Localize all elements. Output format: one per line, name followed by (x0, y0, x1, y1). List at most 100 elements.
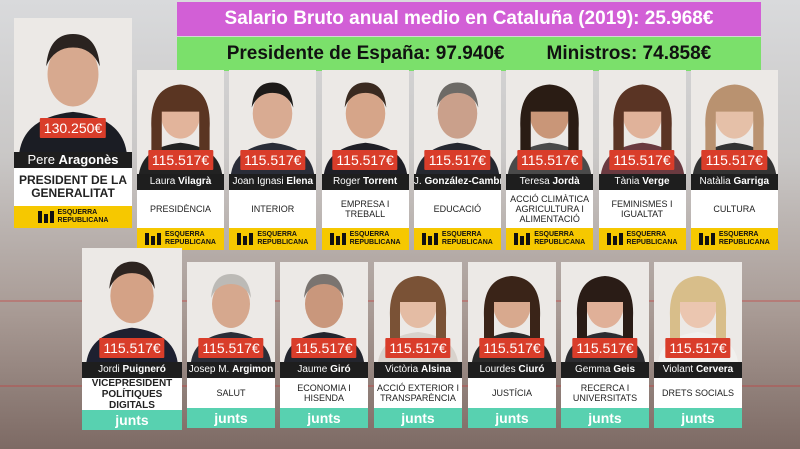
role-label: ACCIÓ EXTERIOR I TRANSPARÈNCIA (374, 378, 462, 408)
minister-card: 115.517€ Natàlia Garriga CULTURA ESQUERRA R… (690, 70, 778, 250)
minister-card: 115.517€ Roger Torrent EMPRESA I TREBALL E… (321, 70, 409, 250)
salary-badge: 115.517€ (665, 338, 731, 358)
minister-card: 115.517€ Josep M. Argimon SALUT junts (187, 262, 275, 428)
erc-logo-icon (421, 233, 438, 245)
party-badge-junts: junts (561, 408, 649, 428)
first-name: Jaume (297, 364, 331, 375)
name-bar: Victòria Alsina (374, 362, 462, 378)
minister-card: 115.517€ Violant Cervera DRETS SOCIALS junt… (654, 262, 742, 428)
role-label: PRESIDÈNCIA (137, 190, 224, 228)
comparison-banner: Presidente de España: 97.940€ Ministros:… (177, 37, 761, 71)
party-badge-junts: junts (187, 408, 275, 428)
role-label: RECERCA I UNIVERSITATS (561, 378, 649, 408)
name-bar: Pere Aragonès (14, 152, 132, 168)
role-label: EDUCACIÓ (413, 190, 501, 228)
salary-badge: 115.517€ (385, 338, 451, 358)
minister-card: 115.517€ Jordi Puigneró VICEPRESIDENT POLÍ… (82, 248, 182, 430)
first-name: Lourdes (479, 364, 519, 375)
last-name: Giró (330, 364, 351, 375)
salary-badge: 115.517€ (424, 150, 491, 170)
portrait-photo: 115.517€ (690, 70, 778, 174)
portrait-photo: 115.517€ (187, 262, 275, 362)
erc-logo-icon (329, 233, 346, 245)
name-bar: Lourdes Ciuró (468, 362, 556, 378)
party-name-line1: ESQUERRA (626, 231, 667, 238)
salary-badge: 115.517€ (240, 150, 306, 170)
party-badge-erc: ESQUERRA REPUBLICANA (14, 206, 132, 228)
minister-card: 130.250€ Pere Aragonès PRESIDENT DE LA GEN… (14, 18, 132, 228)
first-name: J. (413, 176, 425, 187)
portrait-photo: 115.517€ (468, 262, 556, 362)
minister-card: 115.517€ Gemma Geis RECERCA I UNIVERSITATS… (561, 262, 649, 428)
average-salary-banner: Salario Bruto anual medio en Cataluña (2… (177, 2, 761, 36)
last-name: Verge (642, 176, 670, 187)
party-name-line2: REPUBLICANA (718, 239, 770, 246)
party-name-line2: REPUBLICANA (349, 239, 401, 246)
party-badge-erc: ESQUERRA REPUBLICANA (598, 228, 686, 250)
last-name: Garriga (733, 176, 770, 187)
portrait-photo: 115.517€ (374, 262, 462, 362)
salary-badge: 115.517€ (701, 150, 767, 170)
name-bar: Tània Verge (598, 174, 686, 190)
portrait-photo: 115.517€ (321, 70, 409, 174)
party-badge-erc: ESQUERRA REPUBLICANA (690, 228, 778, 250)
first-name: Tània (614, 176, 643, 187)
party-name-line1: ESQUERRA (165, 231, 205, 238)
portrait-photo: 115.517€ (280, 262, 368, 362)
portrait-photo: 115.517€ (561, 262, 649, 362)
first-name: Pere (27, 152, 59, 167)
role-label: ACCIÓ CLIMÀTICA AGRICULTURA I ALIMENTACI… (506, 190, 594, 228)
role-label: EMPRESA I TREBALL (321, 190, 409, 228)
portrait-photo: 115.517€ (229, 70, 317, 174)
name-bar: Teresa Jordà (506, 174, 594, 190)
portrait-photo: 115.517€ (413, 70, 501, 174)
last-name: Ciuró (518, 364, 545, 375)
first-name: Gemma (574, 364, 614, 375)
first-name: Violant (662, 364, 696, 375)
party-name-line1: ESQUERRA (349, 231, 390, 238)
salary-badge: 115.517€ (479, 338, 545, 358)
last-name: Alsina (420, 364, 451, 375)
last-name: González-Cambray (424, 176, 500, 187)
name-bar: Natàlia Garriga (690, 174, 778, 190)
role-label: ECONOMIA I HISENDA (280, 378, 368, 408)
party-name-line1: ESQUERRA (718, 231, 759, 238)
salary-badge: 130.250€ (39, 118, 107, 138)
erc-logo-icon (145, 233, 162, 245)
party-name-line1: ESQUERRA (257, 231, 297, 238)
party-name-line2: REPUBLICANA (534, 239, 586, 246)
party-badge-junts: junts (654, 408, 742, 428)
last-name: Jordà (552, 176, 580, 187)
first-name: Josep M. (188, 364, 233, 375)
erc-logo-icon (606, 233, 623, 245)
minister-card: 115.517€ J. González-Cambray EDUCACIÓ ESQU… (413, 70, 501, 250)
party-badge-erc: ESQUERRA REPUBLICANA (229, 228, 317, 250)
first-name: Victòria (385, 364, 421, 375)
portrait-photo: 130.250€ (14, 18, 132, 152)
role-label: JUSTÍCIA (468, 378, 556, 408)
party-name-line2: REPUBLICANA (441, 239, 493, 246)
name-bar: Violant Cervera (654, 362, 742, 378)
party-name-line2: REPUBLICANA (57, 217, 109, 224)
party-badge-erc: ESQUERRA REPUBLICANA (137, 228, 224, 250)
salary-badge: 115.517€ (147, 150, 214, 170)
party-name-line2: REPUBLICANA (626, 239, 678, 246)
president-spain-salary: Presidente de España: 97.940€ (226, 43, 505, 64)
minister-card: 115.517€ Victòria Alsina ACCIÓ EXTERIOR I … (374, 262, 462, 428)
party-name-line1: ESQUERRA (441, 231, 482, 238)
role-label: PRESIDENT DE LA GENERALITAT (14, 168, 132, 206)
party-badge-junts: junts (280, 408, 368, 428)
name-bar: Josep M. Argimon (187, 362, 275, 378)
salary-badge: 115.517€ (291, 338, 357, 358)
portrait-photo: 115.517€ (82, 248, 182, 362)
portrait-photo: 115.517€ (506, 70, 594, 174)
party-badge-erc: ESQUERRA REPUBLICANA (321, 228, 409, 250)
salary-badge: 115.517€ (332, 150, 398, 170)
salary-badge: 115.517€ (517, 150, 583, 170)
name-bar: Jordi Puigneró (82, 362, 182, 378)
name-bar: Gemma Geis (561, 362, 649, 378)
erc-logo-icon (514, 233, 531, 245)
party-name-line2: REPUBLICANA (165, 239, 216, 246)
party-badge-erc: ESQUERRA REPUBLICANA (413, 228, 501, 250)
salary-badge: 115.517€ (609, 150, 675, 170)
